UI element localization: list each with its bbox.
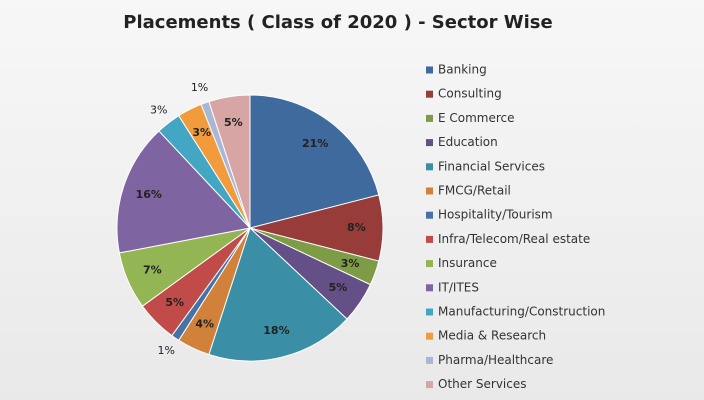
legend-label: Banking xyxy=(438,63,487,77)
legend-label: E Commerce xyxy=(438,111,515,125)
legend-label: Financial Services xyxy=(438,159,545,173)
data-label: 1% xyxy=(191,81,208,94)
data-label: 7% xyxy=(143,263,162,276)
data-label: 5% xyxy=(224,116,243,129)
chart-title: Placements ( Class of 2020 ) - Sector Wi… xyxy=(123,12,552,33)
data-label: 3% xyxy=(341,257,360,270)
legend-swatch xyxy=(426,66,433,74)
data-label: 1% xyxy=(158,344,175,357)
legend-swatch xyxy=(426,308,433,316)
data-label: 5% xyxy=(165,296,184,309)
legend-swatch xyxy=(426,90,433,98)
legend-swatch xyxy=(426,332,433,340)
legend-label: Media & Research xyxy=(438,329,546,343)
legend-swatch xyxy=(426,381,433,389)
legend-swatch xyxy=(426,356,433,364)
legend-label: FMCG/Retail xyxy=(438,184,511,198)
legend-label: Other Services xyxy=(438,377,527,391)
legend-label: Manufacturing/Construction xyxy=(438,305,605,319)
data-label: 5% xyxy=(329,281,348,294)
pie-slice xyxy=(116,130,251,254)
legend-label: Insurance xyxy=(438,256,497,270)
legend-swatch xyxy=(426,139,433,147)
legend-swatch xyxy=(426,211,433,219)
legend-label: Consulting xyxy=(438,87,502,101)
pie-slice xyxy=(208,94,251,229)
legend-swatch xyxy=(426,235,433,243)
legend-swatch xyxy=(426,284,433,292)
legend-swatch xyxy=(426,114,433,122)
legend-label: Education xyxy=(438,135,498,149)
data-label: 3% xyxy=(192,126,211,139)
pie-slice xyxy=(249,94,380,229)
legend-swatch xyxy=(426,187,433,195)
data-label: 3% xyxy=(150,103,167,116)
data-label: 4% xyxy=(195,317,214,330)
data-label: 21% xyxy=(302,137,328,150)
data-label: 8% xyxy=(347,221,366,234)
legend-swatch xyxy=(426,260,433,268)
data-label: 16% xyxy=(136,188,162,201)
legend-swatch xyxy=(426,163,433,171)
legend-label: Pharma/Healthcare xyxy=(438,353,553,367)
legend-label: IT/ITES xyxy=(438,280,479,294)
legend-label: Infra/Telecom/Real estate xyxy=(438,232,590,246)
pie-slice xyxy=(208,227,348,362)
legend-label: Hospitality/Tourism xyxy=(438,208,553,222)
data-label: 18% xyxy=(263,324,289,337)
